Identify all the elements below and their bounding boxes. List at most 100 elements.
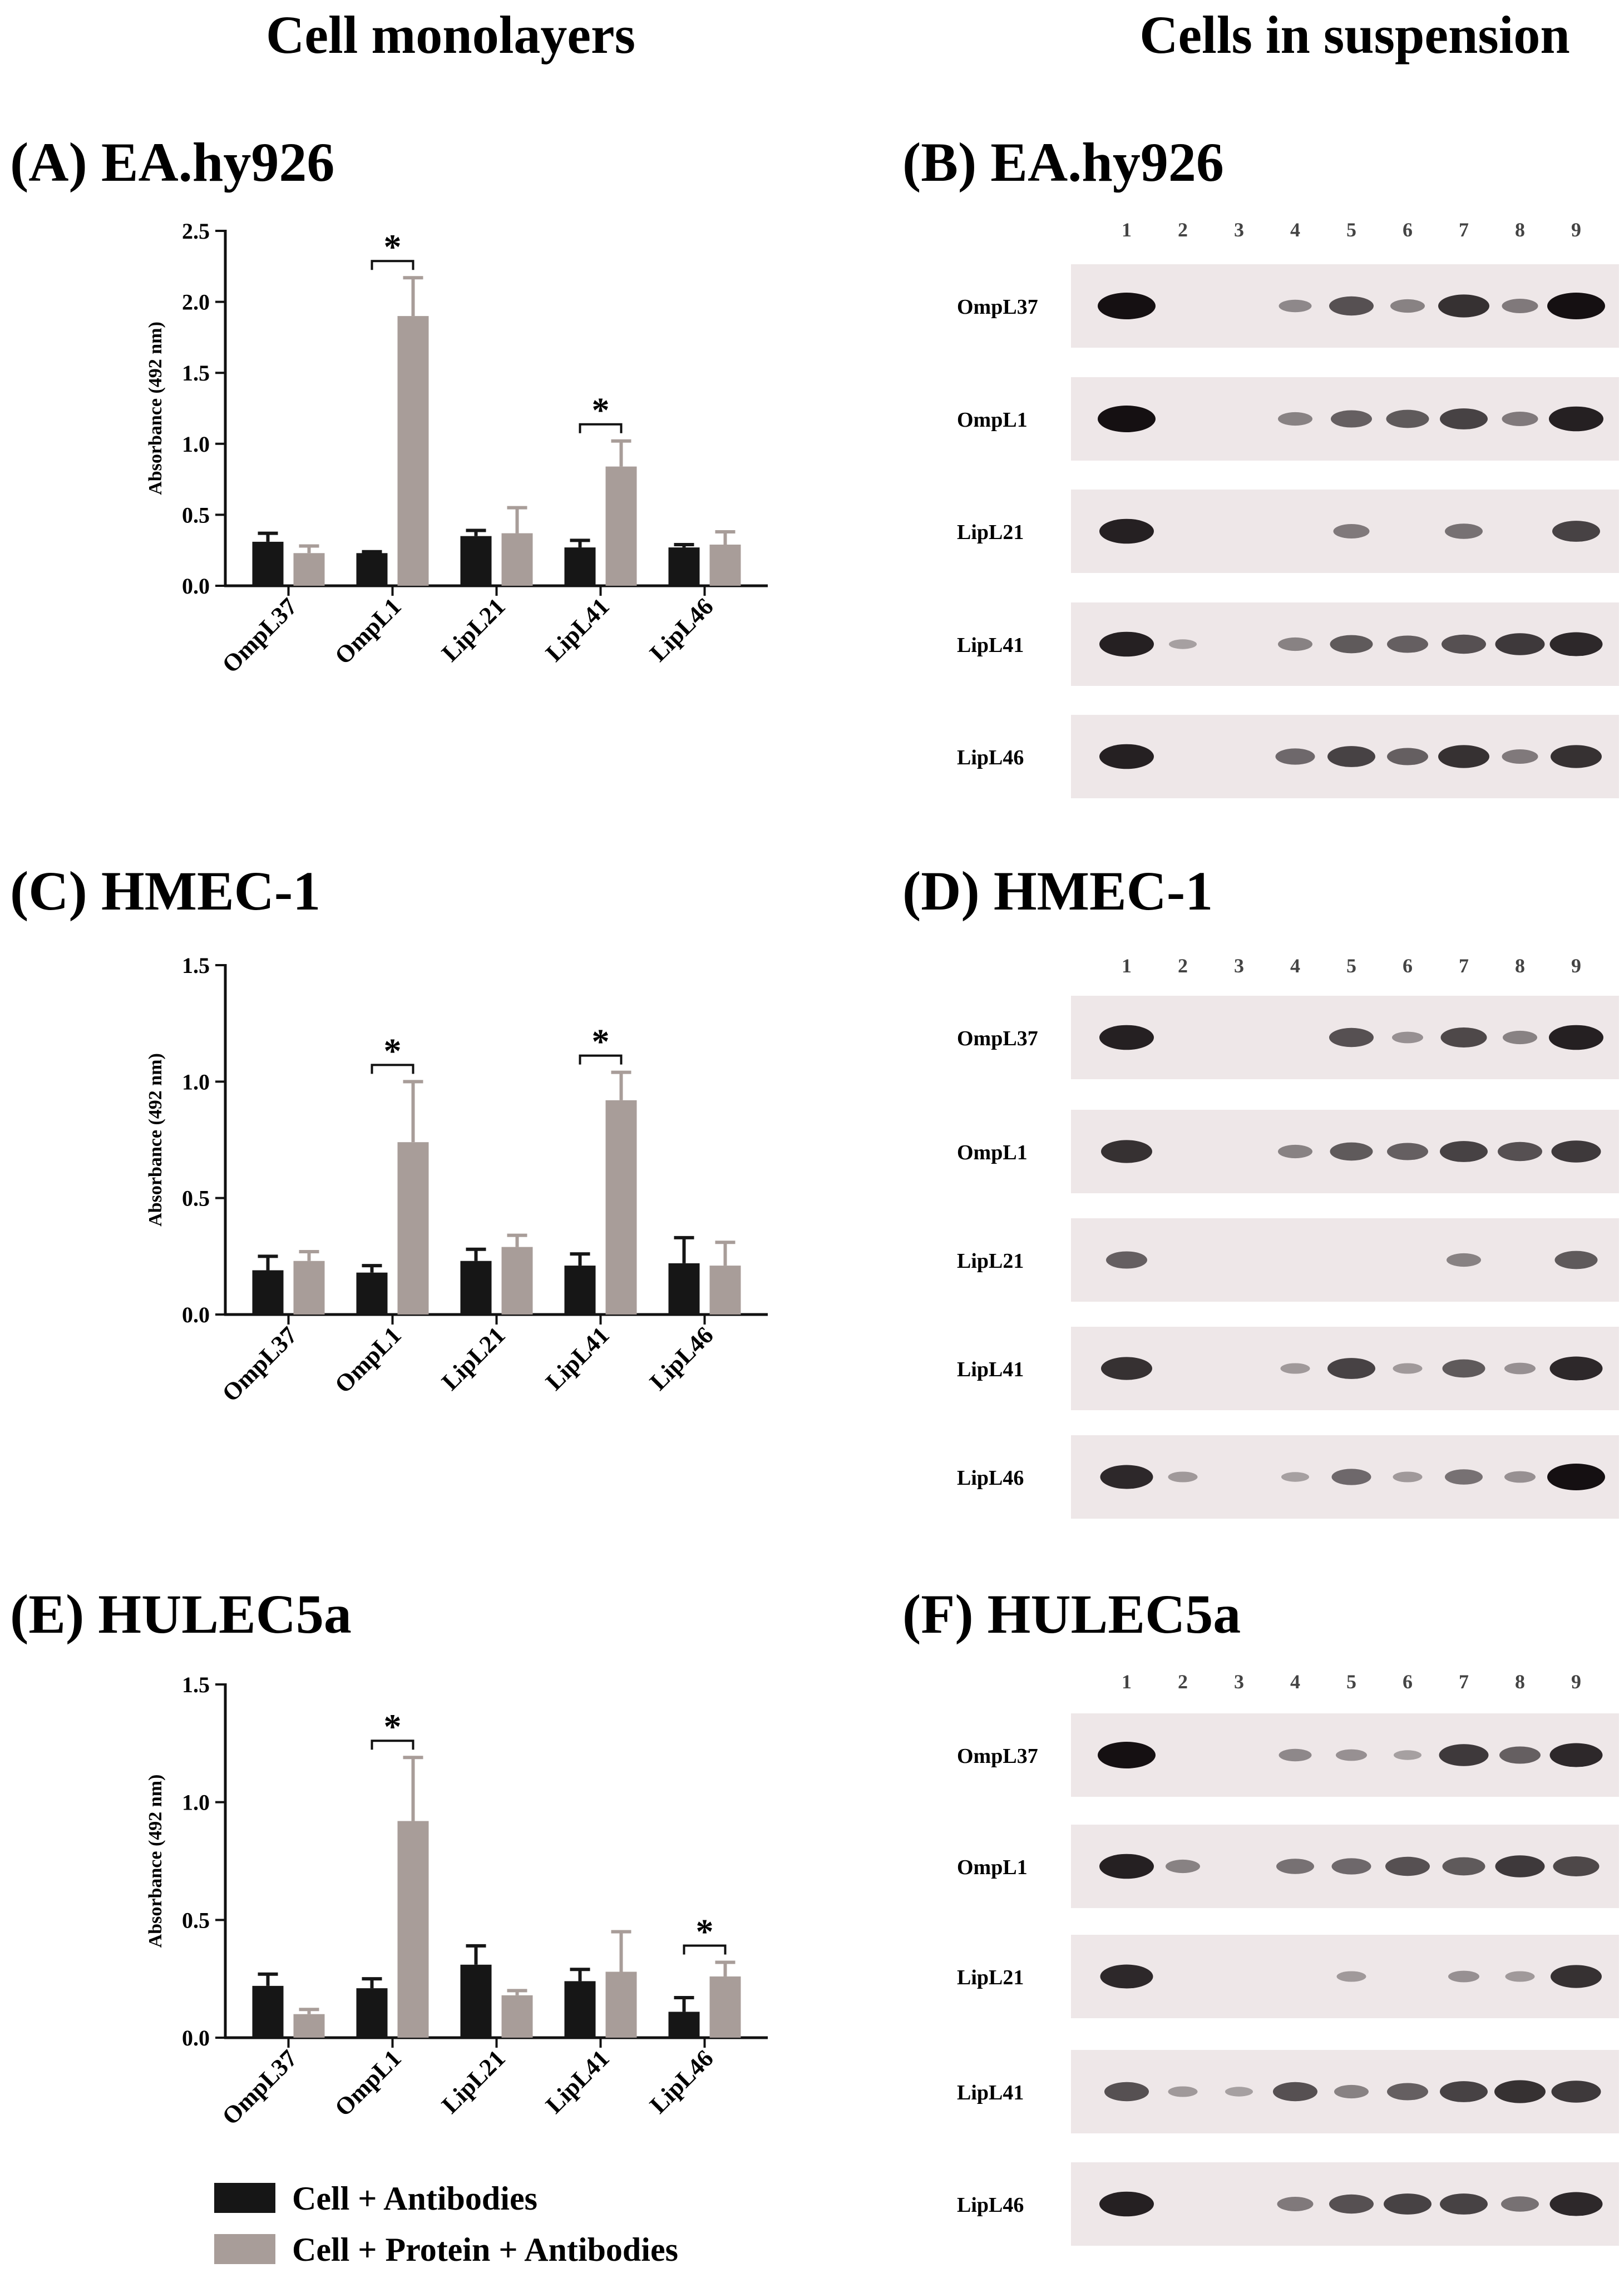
category-label-lipl46: LipL46 (644, 592, 718, 666)
lane-number: 6 (1403, 1671, 1413, 1693)
band-lane-7 (1442, 634, 1486, 654)
band-lane-4 (1278, 412, 1312, 426)
blot-row-ompl37: OmpL37 (957, 996, 1619, 1079)
band-lane-8 (1505, 1971, 1535, 1982)
blot-row-ompl1: OmpL1 (957, 1110, 1619, 1193)
lane-number: 5 (1346, 1671, 1356, 1693)
band-lane-1 (1106, 1251, 1147, 1269)
blot-row-label: OmpL1 (957, 1141, 1028, 1164)
band-lane-7 (1439, 1744, 1489, 1766)
chart-panel-a: (A) EA.hy926 0.0 0.5 1.0 1.5 2.0 2.5 Absorbance… (10, 131, 768, 678)
band-lane-4 (1279, 299, 1312, 313)
blot-row-ompl1: OmpL1 (957, 1825, 1619, 1908)
band-lane-9 (1552, 521, 1600, 542)
band-lane-6 (1390, 299, 1425, 313)
lane-number: 2 (1178, 955, 1188, 977)
band-lane-1 (1098, 1742, 1156, 1768)
band-lane-1 (1098, 293, 1156, 319)
blot-row-lipl41: LipL41 (957, 2050, 1619, 2133)
band-lane-9 (1551, 745, 1602, 768)
panel-title-a: (A) EA.hy926 (10, 131, 334, 193)
band-lane-2 (1166, 1859, 1200, 1874)
panel-title-c: (C) HMEC-1 (10, 860, 320, 922)
band-lane-1 (1101, 1357, 1152, 1380)
lane-number: 8 (1515, 219, 1525, 241)
band-lane-6 (1387, 2083, 1428, 2101)
bar-cell-antibodies-lipl41 (564, 1266, 596, 1315)
y-tick-label: 0.0 (182, 574, 210, 599)
bar-cell-protein-antibodies-lipl46 (709, 1266, 741, 1315)
band-lane-5 (1331, 1858, 1371, 1875)
blot-row-label: LipL41 (957, 634, 1024, 657)
blot-row-label: OmpL37 (957, 1027, 1038, 1050)
band-lane-9 (1551, 1140, 1601, 1163)
category-label-ompl37: OmpL37 (217, 592, 303, 678)
lane-number: 2 (1178, 1671, 1188, 1693)
y-tick-label: 1.0 (182, 1069, 210, 1094)
bar-cell-antibodies-lipl46 (668, 1263, 700, 1315)
band-lane-2 (1169, 639, 1197, 649)
band-lane-1 (1100, 1964, 1153, 1989)
bar-cell-antibodies-lipl41 (564, 1981, 596, 2038)
band-lane-8 (1502, 412, 1538, 426)
band-lane-8 (1504, 1471, 1536, 1483)
lane-number: 4 (1290, 1671, 1300, 1693)
y-tick-label: 0.0 (182, 2025, 210, 2050)
significance-star: * (384, 1707, 402, 1746)
category-label-ompl37: OmpL37 (217, 1321, 303, 1407)
bar-cell-protein-antibodies-ompl37 (293, 2014, 325, 2038)
chart-panel-c: (C) HMEC-1 0.0 0.5 1.0 1.5 Absorbance (492 nm… (10, 860, 768, 1407)
band-lane-9 (1549, 406, 1603, 432)
y-tick-label: 0.5 (182, 1908, 210, 1933)
lane-number: 6 (1403, 955, 1413, 977)
blot-row-label: OmpL37 (957, 1745, 1038, 1768)
band-lane-5 (1331, 1469, 1371, 1485)
band-lane-7 (1440, 2193, 1488, 2215)
y-tick-label: 0.5 (182, 1186, 210, 1211)
band-lane-8 (1494, 2080, 1546, 2103)
blot-row-label: LipL41 (957, 1358, 1024, 1381)
band-lane-4 (1280, 1363, 1310, 1374)
band-lane-9 (1551, 2081, 1601, 2103)
significance-star: * (384, 227, 402, 266)
significance-star: * (384, 1031, 402, 1070)
lane-number: 8 (1515, 1671, 1525, 1693)
chart-panel-e: (E) HULEC5a 0.0 0.5 1.0 1.5 Absorbance (492 n… (10, 1583, 768, 2130)
blot-row-label: LipL46 (957, 1466, 1024, 1490)
significance-star: * (696, 1912, 714, 1951)
band-lane-5 (1327, 746, 1375, 767)
y-tick-label: 1.5 (182, 953, 210, 978)
category-label-lipl21: LipL21 (436, 2044, 510, 2118)
bar-cell-protein-antibodies-lipl21 (501, 533, 533, 586)
bar-cell-protein-antibodies-ompl1 (397, 1821, 429, 2038)
band-lane-4 (1278, 637, 1312, 651)
band-lane-8 (1504, 1362, 1536, 1375)
y-tick-label: 1.0 (182, 432, 210, 457)
band-lane-5 (1336, 1749, 1367, 1761)
band-lane-5 (1334, 2084, 1369, 2099)
blot-row-label: OmpL37 (957, 295, 1038, 319)
category-label-ompl1: OmpL1 (329, 592, 406, 669)
blot-row-lipl46: LipL46 (957, 2162, 1619, 2246)
lane-number: 5 (1346, 955, 1356, 977)
bar-cell-protein-antibodies-lipl41 (605, 1971, 637, 2038)
band-lane-9 (1553, 1856, 1600, 1877)
category-label-lipl46: LipL46 (644, 2044, 718, 2118)
bar-cell-antibodies-ompl1 (356, 1988, 388, 2038)
panel-title-b: (B) EA.hy926 (902, 131, 1224, 193)
lane-number: 9 (1571, 219, 1581, 241)
band-lane-7 (1440, 408, 1488, 429)
band-lane-8 (1503, 1030, 1537, 1045)
band-lane-9 (1547, 293, 1605, 319)
significance-bracket (371, 1740, 414, 1750)
lane-number: 7 (1459, 1671, 1469, 1693)
category-label-ompl1: OmpL1 (329, 1321, 406, 1398)
band-lane-7 (1447, 1253, 1481, 1267)
band-lane-1 (1099, 2191, 1154, 2217)
band-lane-7 (1440, 1027, 1487, 1048)
band-lane-9 (1554, 1251, 1598, 1269)
band-lane-3 (1225, 2087, 1253, 2097)
lane-number: 7 (1459, 219, 1469, 241)
band-lane-8 (1495, 1855, 1545, 1877)
band-lane-6 (1385, 1856, 1430, 1876)
